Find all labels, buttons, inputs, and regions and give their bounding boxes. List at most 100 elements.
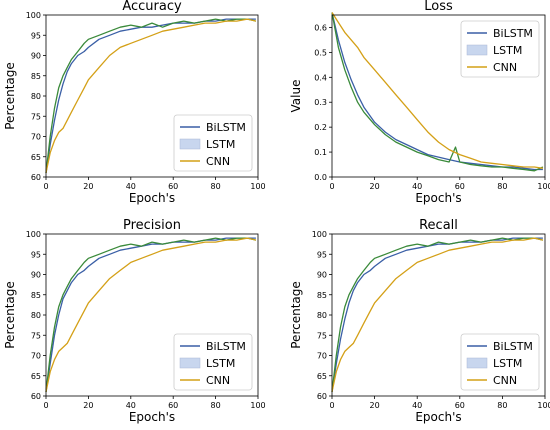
chart-title: Loss (424, 0, 453, 14)
x-tick-label: 40 (126, 182, 136, 191)
legend: BiLSTM LSTM CNN (460, 20, 540, 78)
x-tick-label: 60 (455, 401, 465, 410)
chart-panel-recall: Recall 0 20 40 60 80 100 60 65 70 75 80 85 90 95 100 Epo… (289, 218, 550, 424)
y-tick-label: 85 (31, 72, 41, 81)
chart-title: Recall (419, 218, 458, 233)
y-tick-label: 90 (31, 271, 41, 280)
legend: BiLSTM LSTM CNN (460, 333, 540, 391)
x-tick-label: 20 (83, 401, 93, 410)
y-tick-label: 75 (31, 331, 41, 340)
series-line-cnn (331, 237, 544, 393)
y-tick-label: 65 (31, 153, 41, 162)
y-tick-label: 95 (31, 31, 41, 40)
y-tick-label: 0.0 (314, 173, 327, 182)
x-axis-label: Epoch's (415, 191, 461, 205)
y-axis-label: Value (289, 80, 303, 113)
y-tick-label: 85 (31, 291, 41, 300)
series-line-cnn (45, 237, 257, 393)
y-tick-label: 60 (317, 392, 327, 401)
x-tick-label: 0 (43, 182, 48, 191)
legend: BiLSTM LSTM CNN (173, 114, 253, 172)
x-tick-label: 20 (370, 401, 380, 410)
legend-label-lstm: LSTM (493, 44, 522, 57)
legend-label-lstm: LSTM (206, 357, 235, 370)
y-tick-label: 80 (317, 311, 327, 320)
y-tick-label: 70 (317, 352, 327, 361)
y-tick-label: 0.3 (314, 98, 327, 107)
legend-label-bilstm: BiLSTM (206, 121, 246, 134)
series-line-lstm (45, 237, 257, 392)
legend-label-cnn: CNN (493, 374, 517, 387)
legend-swatch-lstm (466, 357, 488, 369)
y-tick-label: 60 (31, 392, 41, 401)
legend-box (173, 114, 253, 172)
y-axis-label: Percentage (3, 281, 17, 349)
series-line-bilstm (331, 237, 543, 392)
legend-label-cnn: CNN (206, 155, 230, 168)
y-tick-label: 85 (317, 291, 327, 300)
legend-box (173, 333, 253, 391)
legend-swatch-lstm (466, 44, 488, 56)
x-axis-label: Epoch's (129, 191, 175, 205)
y-tick-label: 80 (31, 311, 41, 320)
x-tick-label: 100 (250, 401, 265, 410)
x-tick-label: 60 (455, 182, 465, 191)
legend-label-cnn: CNN (206, 374, 230, 387)
x-axis-label: Epoch's (415, 410, 461, 424)
x-tick-label: 20 (83, 182, 93, 191)
x-tick-label: 40 (126, 401, 136, 410)
y-tick-label: 0.6 (314, 23, 327, 32)
y-tick-label: 75 (317, 331, 327, 340)
legend-swatch-lstm (179, 138, 201, 150)
series-line-lstm (331, 237, 544, 392)
x-tick-label: 80 (211, 401, 221, 410)
y-tick-label: 100 (26, 11, 41, 20)
y-tick-label: 0.2 (314, 123, 327, 132)
legend-label-bilstm: BiLSTM (493, 27, 533, 40)
chart-panel-accuracy: Accuracy 0 20 40 60 80 100 60 65 70 75 80 85 90 95 100 E… (3, 0, 266, 205)
x-tick-label: 80 (497, 401, 507, 410)
x-tick-label: 0 (329, 401, 334, 410)
y-tick-label: 100 (312, 230, 327, 239)
y-tick-label: 95 (31, 250, 41, 259)
x-tick-label: 0 (43, 401, 48, 410)
series-line-lstm (331, 12, 544, 172)
y-tick-label: 0.1 (314, 148, 327, 157)
chart-panel-loss: Loss 0 20 40 60 80 100 0.0 0.1 0.2 0.3 0.4 0.5 0.6 Epo… (289, 0, 550, 205)
legend-label-lstm: LSTM (206, 138, 235, 151)
x-tick-label: 100 (250, 182, 265, 191)
legend-label-bilstm: BiLSTM (206, 340, 246, 353)
series-line-bilstm (45, 237, 256, 392)
series-line-lstm (45, 18, 257, 173)
chart-panel-precision: Precision 0 20 40 60 80 100 60 65 70 75 80 85 90 95 100… (3, 218, 266, 424)
x-tick-label: 100 (537, 401, 550, 410)
y-tick-label: 65 (317, 372, 327, 381)
x-tick-label: 80 (497, 182, 507, 191)
y-tick-label: 95 (317, 250, 327, 259)
series-line-cnn (45, 18, 257, 174)
y-tick-label: 60 (31, 173, 41, 182)
chart-title: Accuracy (122, 0, 182, 14)
x-tick-label: 40 (412, 401, 422, 410)
legend-label-lstm: LSTM (493, 357, 522, 370)
y-tick-label: 70 (31, 133, 41, 142)
x-tick-label: 20 (370, 182, 380, 191)
x-axis-label: Epoch's (129, 410, 175, 424)
x-tick-label: 40 (412, 182, 422, 191)
legend: BiLSTM LSTM CNN (173, 333, 253, 391)
series-line-cnn (331, 12, 543, 169)
x-tick-label: 60 (168, 182, 178, 191)
x-tick-label: 100 (537, 182, 550, 191)
x-tick-label: 80 (211, 182, 221, 191)
series-line-bilstm (45, 18, 256, 173)
plot-frame (331, 14, 546, 178)
legend-box (460, 333, 540, 391)
x-tick-label: 60 (168, 401, 178, 410)
y-tick-label: 75 (31, 112, 41, 121)
legend-label-cnn: CNN (493, 61, 517, 74)
y-axis-label: Percentage (289, 281, 303, 349)
y-axis-label: Percentage (3, 62, 17, 130)
y-tick-label: 0.4 (314, 73, 327, 82)
legend-swatch-lstm (179, 357, 201, 369)
